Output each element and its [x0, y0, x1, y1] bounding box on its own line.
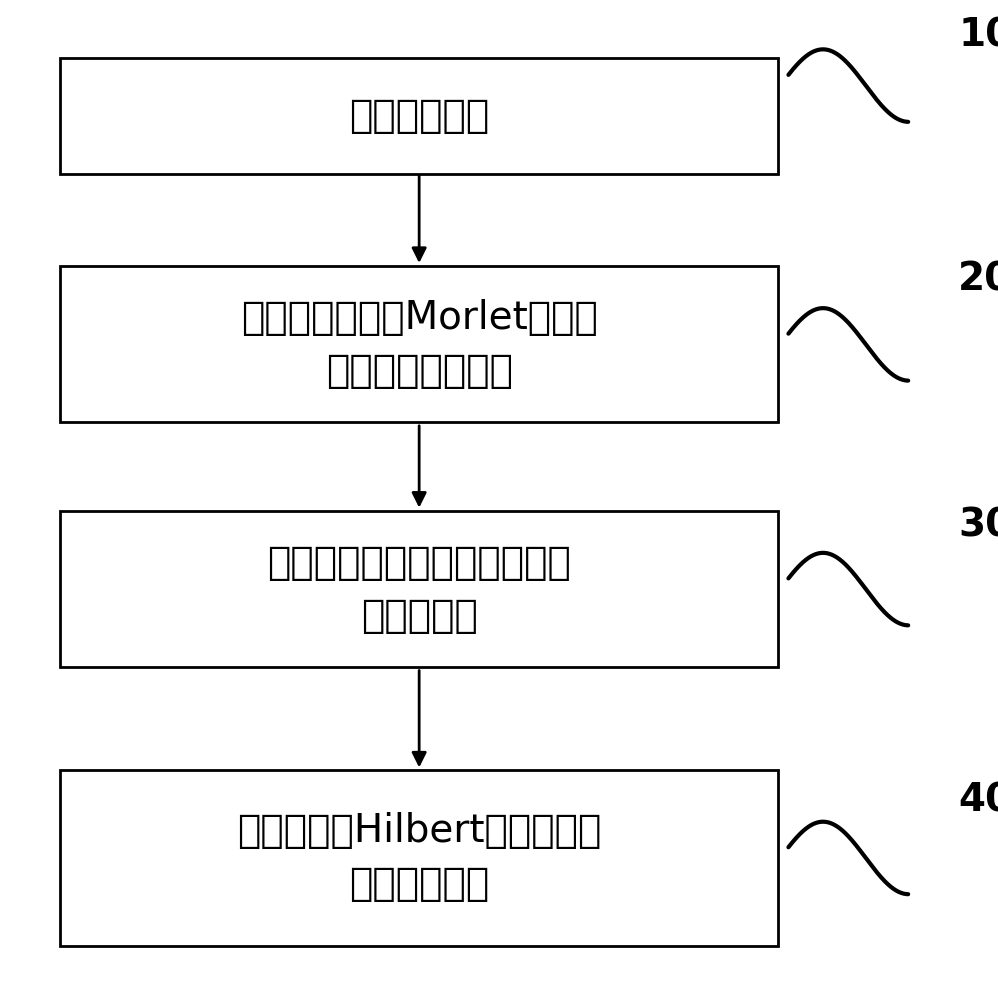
Bar: [60, 58, 778, 173]
Text: 40: 40: [958, 781, 998, 820]
Text: 对振动信号进行Morlet小波变
换得到小波时频图: 对振动信号进行Morlet小波变 换得到小波时频图: [241, 299, 598, 390]
Bar: [60, 769, 778, 947]
Text: 对小波系数进行自相关运算滤
除噪声干扰: 对小波系数进行自相关运算滤 除噪声干扰: [267, 544, 571, 634]
Text: 10: 10: [958, 16, 998, 54]
Bar: [60, 266, 778, 423]
Text: 30: 30: [958, 507, 998, 545]
Text: 对信号进行Hilbert变换，求得
故障特征频率: 对信号进行Hilbert变换，求得 故障特征频率: [237, 813, 602, 903]
Text: 获取振动信号: 获取振动信号: [349, 97, 489, 135]
Bar: [60, 512, 778, 668]
Text: 20: 20: [958, 261, 998, 299]
